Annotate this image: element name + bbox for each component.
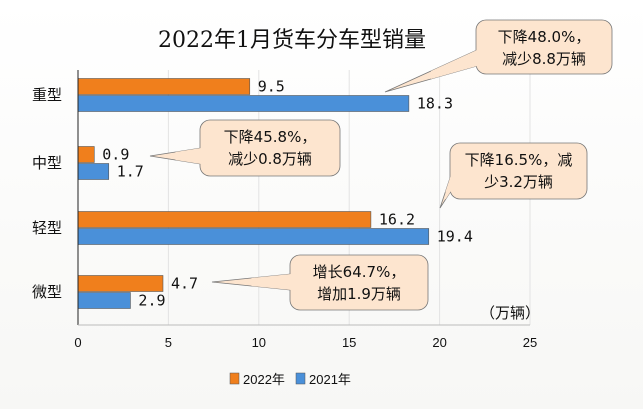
bar-2022年-2 xyxy=(77,211,372,228)
bar-2021年-2 xyxy=(77,228,430,245)
callout-2: 下降16.5%，减少3.2万辆 xyxy=(439,142,588,209)
callout-text-3-1: 增加1.9万辆 xyxy=(317,285,401,303)
callout-seam-2 xyxy=(445,175,451,200)
value-label-2022年-1: 0.9 xyxy=(102,146,129,164)
unit-label: （万辆） xyxy=(480,304,540,322)
value-label-2021年-3: 2.9 xyxy=(138,292,165,310)
callout-text-1-1: 减少0.8万辆 xyxy=(228,150,312,168)
value-label-2021年-0: 18.3 xyxy=(417,95,453,113)
value-label-2022年-3: 4.7 xyxy=(171,275,198,293)
callout-text-0-0: 下降48.0%， xyxy=(498,28,591,46)
callout-text-2-1: 少3.2万辆 xyxy=(484,173,553,191)
x-tick-label-5: 5 xyxy=(165,335,172,350)
value-label-2021年-2: 19.4 xyxy=(437,228,473,246)
category-label-1: 中型 xyxy=(32,154,62,172)
legend-swatch-1 xyxy=(295,372,306,385)
callout-box-1 xyxy=(199,119,341,177)
callout-3: 增长64.7%， 增加1.9万辆 xyxy=(211,254,429,311)
category-label-0: 重型 xyxy=(32,86,62,104)
x-tick-label-20: 20 xyxy=(432,335,446,350)
bar-2021年-0 xyxy=(77,95,410,112)
legend-swatch-0 xyxy=(229,372,240,385)
category-label-2: 轻型 xyxy=(32,219,62,237)
callout-text-2-0: 下降16.5%，减 xyxy=(465,151,573,169)
value-label-2022年-2: 16.2 xyxy=(379,211,415,229)
callout-seam-1 xyxy=(175,148,201,164)
value-labels: 9.5 18.3 0.91.7 16.2 19.4 4.7 2.9 xyxy=(102,78,473,310)
callout-1: 下降45.8%， 减少0.8万辆 xyxy=(149,119,341,177)
legend-label-1: 2021年 xyxy=(309,372,351,387)
chart-title: 2022年1月货车分车型销量 xyxy=(158,28,426,53)
bar-2022年-0 xyxy=(77,78,251,95)
legend-item-0: 2022年 xyxy=(229,372,285,387)
callout-box-2 xyxy=(449,142,588,200)
x-tick-label-0: 0 xyxy=(74,335,81,350)
callout-text-1-0: 下降45.8%， xyxy=(224,128,317,146)
callout-text-0-1: 减少8.8万辆 xyxy=(502,50,586,68)
legend-label-0: 2022年 xyxy=(243,372,285,387)
x-tick-label-25: 25 xyxy=(523,335,537,350)
bar-2022年-3 xyxy=(77,275,164,292)
category-label-3: 微型 xyxy=(32,283,62,301)
callout-0: 下降48.0%， 减少8.8万辆 xyxy=(384,19,613,93)
x-tick-label-15: 15 xyxy=(342,335,356,350)
callout-seam-0 xyxy=(431,50,477,79)
x-tick-label-10: 10 xyxy=(252,335,266,350)
bar-2021年-3 xyxy=(77,292,131,309)
legend-item-1: 2021年 xyxy=(295,372,351,387)
value-label-2021年-1: 1.7 xyxy=(117,163,144,181)
callout-seam-3 xyxy=(251,274,291,290)
legend: 2022年 2021年 xyxy=(229,372,351,387)
callout-box-0 xyxy=(475,19,613,75)
x-axis: 0 5 10 15 20 25 xyxy=(74,70,537,350)
callout-text-3-0: 增长64.7%， xyxy=(313,263,406,281)
bar-2021年-1 xyxy=(77,163,110,180)
bar-2022年-1 xyxy=(77,146,95,163)
value-label-2022年-0: 9.5 xyxy=(258,78,285,96)
